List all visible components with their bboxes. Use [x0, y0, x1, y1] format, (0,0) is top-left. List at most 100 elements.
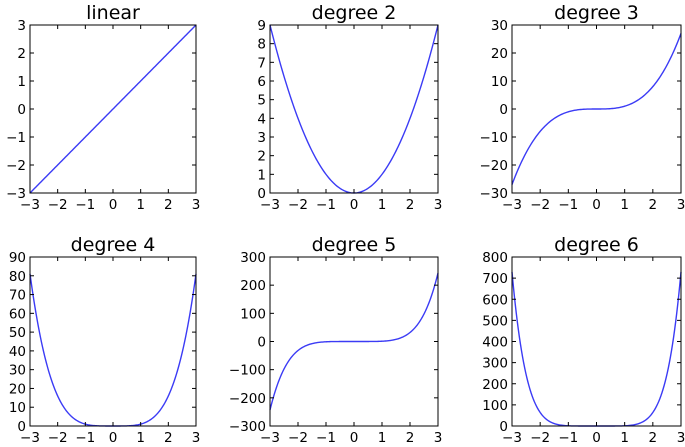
y-tick-label: −300	[229, 419, 266, 435]
y-tick-label: 200	[240, 278, 266, 294]
y-tick-label: 20	[491, 46, 508, 62]
x-tick-label: −1	[558, 197, 578, 213]
y-tick-label: 60	[9, 306, 26, 322]
y-tick-label: 400	[482, 335, 508, 351]
x-tick-label: −3	[260, 430, 280, 446]
y-tick-label: 8	[257, 37, 266, 53]
x-tick-label: 3	[677, 430, 685, 446]
y-tick-label: 300	[240, 250, 266, 266]
y-tick-label: −10	[480, 130, 509, 146]
subplot-title: degree 4	[71, 234, 156, 256]
x-tick-label: 2	[406, 197, 415, 213]
x-tick-label: −2	[530, 430, 550, 446]
y-tick-label: −2	[6, 158, 26, 174]
y-tick-label: 3	[257, 130, 266, 146]
y-tick-label: 0	[17, 419, 26, 435]
x-tick-label: −3	[20, 197, 40, 213]
x-tick-label: −2	[48, 430, 68, 446]
y-tick-label: 0	[499, 102, 508, 118]
x-tick-label: 2	[406, 430, 415, 446]
x-tick-label: 0	[109, 430, 118, 446]
x-tick-label: 2	[649, 197, 658, 213]
y-tick-label: 10	[9, 400, 26, 416]
x-tick-label: −1	[316, 430, 336, 446]
subplot-2: degree 2 −3 −2 −1 0 1 2 3 0 1 2 3 4 5 6 7 8 9	[257, 2, 442, 213]
x-tick-label: 2	[164, 197, 173, 213]
y-tick-label: 20	[9, 381, 26, 397]
series-line	[511, 271, 682, 427]
y-tick-label: 40	[9, 344, 26, 360]
x-tick-label: 1	[620, 430, 629, 446]
x-tick-label: 1	[620, 197, 629, 213]
x-tick-label: −1	[75, 197, 95, 213]
y-tick-label: 5	[257, 93, 266, 109]
y-tick-label: 80	[9, 269, 26, 285]
axes-frame	[29, 256, 197, 427]
subplot-title: linear	[86, 2, 140, 24]
series-line	[269, 272, 439, 411]
x-tick-label: 2	[649, 430, 658, 446]
y-tick-label: 0	[257, 335, 266, 351]
y-tick-label: 2	[17, 46, 26, 62]
y-tick-label: 800	[482, 250, 508, 266]
x-tick-label: 3	[434, 430, 443, 446]
x-tick-label: −3	[20, 430, 40, 446]
y-tick-label: 100	[482, 398, 508, 414]
y-tick-label: 70	[9, 288, 26, 304]
y-tick-label: 0	[499, 419, 508, 435]
y-tick-label: 1	[17, 74, 26, 90]
y-tick-label: 50	[9, 325, 26, 341]
x-tick-label: −3	[502, 430, 522, 446]
x-tick-label: 1	[378, 430, 387, 446]
x-tick-label: −2	[530, 197, 550, 213]
y-tick-label: 100	[240, 306, 266, 322]
y-tick-label: −200	[229, 391, 266, 407]
y-tick-label: 9	[257, 18, 266, 34]
y-tick-label: 0	[257, 186, 266, 202]
y-tick-label: −30	[480, 186, 509, 202]
y-tick-label: 3	[17, 18, 26, 34]
y-tick-label: −1	[6, 130, 26, 146]
y-tick-label: 600	[482, 292, 508, 308]
y-tick-label: 1	[257, 167, 266, 183]
x-tick-label: −1	[75, 430, 95, 446]
y-tick-label: 30	[9, 363, 26, 379]
x-tick-label: 3	[677, 197, 685, 213]
series-line	[269, 24, 439, 194]
y-tick-label: 700	[482, 271, 508, 287]
x-tick-label: 3	[192, 430, 201, 446]
x-tick-label: −3	[260, 197, 280, 213]
axes-frame	[511, 256, 682, 427]
y-tick-label: −100	[229, 363, 266, 379]
y-tick-label: 200	[482, 377, 508, 393]
x-tick-label: 0	[109, 197, 118, 213]
x-tick-label: 2	[164, 430, 173, 446]
series-line	[511, 33, 682, 185]
y-tick-label: 0	[17, 102, 26, 118]
y-tick-label: 2	[257, 149, 266, 165]
series-line	[29, 273, 197, 427]
subplot-title: degree 5	[312, 234, 397, 256]
x-tick-label: 1	[378, 197, 387, 213]
x-tick-label: 0	[592, 197, 601, 213]
subplot-title: degree 3	[554, 2, 639, 24]
x-tick-label: −1	[558, 430, 578, 446]
y-tick-label: 10	[491, 74, 508, 90]
subplot-title: degree 6	[554, 234, 639, 256]
x-tick-label: 0	[592, 430, 601, 446]
x-tick-label: 1	[136, 197, 145, 213]
series-line	[29, 24, 197, 194]
y-tick-label: −20	[480, 158, 509, 174]
subplot-6: degree 6 −3 −2 −1 0 1 2 3 0 100 200 300 400 500 600 700…	[482, 234, 685, 446]
y-tick-label: 4	[257, 111, 266, 127]
y-tick-label: 500	[482, 313, 508, 329]
y-tick-label: −3	[6, 186, 26, 202]
x-tick-label: −2	[48, 197, 68, 213]
subplot-1: linear −3 −2 −1 0 1 2 3 −3 −2 −1 0 1 2 3	[6, 2, 200, 213]
y-tick-label: 300	[482, 356, 508, 372]
x-tick-label: 3	[434, 197, 443, 213]
x-tick-label: −2	[288, 197, 308, 213]
y-tick-label: 90	[9, 250, 26, 266]
x-tick-label: 0	[350, 197, 359, 213]
